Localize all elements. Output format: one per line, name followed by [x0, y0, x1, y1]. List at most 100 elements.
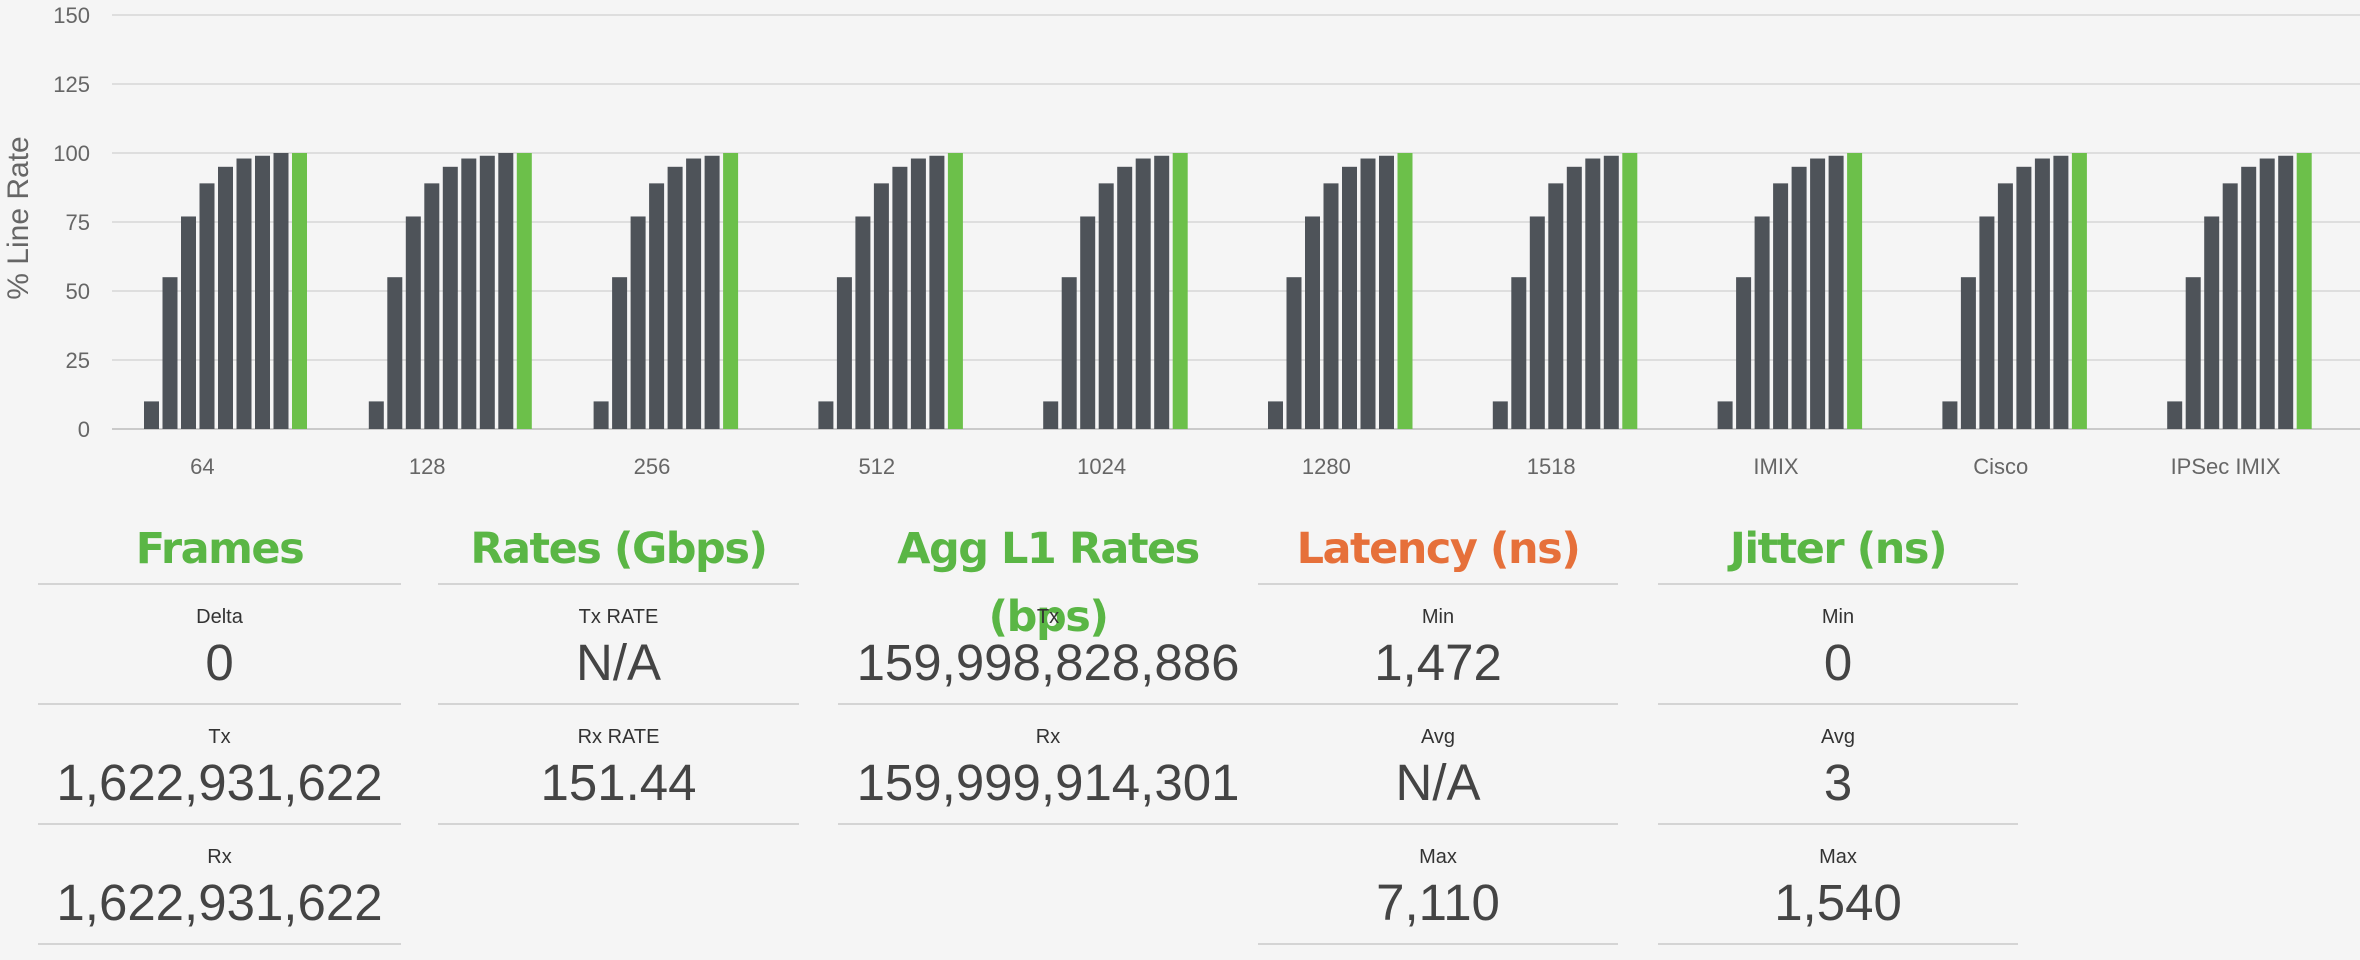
bar — [1585, 158, 1601, 429]
bar — [1098, 183, 1114, 429]
latency-max-label: Max — [1419, 846, 1457, 868]
rates-panel: Rates (Gbps) Tx RATE N/A Rx RATE 151.44 — [438, 515, 799, 825]
y-tick-label: 50 — [66, 279, 90, 304]
bar — [1305, 216, 1320, 429]
x-tick-label: 256 — [634, 454, 671, 479]
jitter-min-cell: Min 0 — [1658, 585, 2018, 705]
bar — [1773, 183, 1789, 429]
bar — [424, 183, 440, 429]
highlight-bar — [1622, 153, 1638, 429]
jitter-panel: Jitter (ns) Min 0 Avg 3 Max 1,540 — [1658, 515, 2018, 945]
highlight-bar — [292, 153, 307, 429]
jitter-avg-cell: Avg 3 — [1658, 705, 2018, 825]
bar — [686, 158, 702, 429]
agg-tx-label: Tx — [1036, 606, 1060, 628]
jitter-max-label: Max — [1819, 846, 1857, 868]
rates-rx-cell: Rx RATE 151.44 — [438, 705, 799, 825]
line-rate-bar-chart: 0 25 50 75 100 125 150 % Line Rate 64 128 256 512 10… — [2, 3, 2360, 479]
bar — [1791, 166, 1807, 430]
bar — [405, 216, 421, 429]
latency-max-value: 7,110 — [1376, 874, 1500, 931]
bar — [1379, 155, 1394, 429]
bar — [2167, 401, 2183, 429]
y-axis-label: % Line Rate — [2, 136, 35, 299]
y-tick-label: 75 — [66, 210, 90, 235]
bar — [929, 155, 945, 429]
bar — [273, 153, 289, 429]
bar — [2053, 155, 2069, 429]
bar — [1286, 277, 1302, 429]
x-tick-label: 128 — [409, 454, 446, 479]
bar — [479, 155, 495, 429]
latency-max-cell: Max 7,110 — [1258, 825, 1618, 945]
bar — [1268, 401, 1283, 429]
bar — [1828, 155, 1844, 429]
bar — [1061, 277, 1077, 429]
highlight-bar — [723, 153, 739, 429]
bar — [1960, 277, 1976, 429]
bar — [181, 216, 196, 429]
bar — [1754, 216, 1770, 429]
bar — [649, 183, 665, 429]
bar — [1997, 183, 2013, 429]
bar — [199, 183, 215, 429]
bar — [667, 166, 683, 430]
rates-tx-label: Tx RATE — [578, 606, 659, 628]
agg-rx-value: 159,999,914,301 — [856, 754, 1240, 811]
x-tick-label: IMIX — [1753, 454, 1799, 479]
bar — [593, 401, 609, 429]
y-tick-label: 100 — [53, 141, 90, 166]
bar — [1117, 166, 1133, 430]
jitter-title: Jitter (ns) — [1658, 515, 2018, 585]
bar — [910, 158, 926, 429]
y-tick-label: 150 — [53, 3, 90, 28]
bar — [2034, 158, 2050, 429]
bar — [2241, 166, 2257, 430]
rates-rx-label: Rx RATE — [577, 726, 660, 748]
bar — [1135, 158, 1151, 429]
bar — [855, 216, 871, 429]
highlight-bar — [2296, 153, 2312, 429]
bar — [2278, 155, 2294, 429]
rates-tx-cell: Tx RATE N/A — [438, 585, 799, 705]
bar — [1492, 401, 1508, 429]
bar — [1342, 166, 1357, 430]
jitter-min-value: 0 — [1823, 634, 1853, 691]
frames-rx-value: 1,622,931,622 — [56, 874, 383, 931]
bar — [218, 166, 233, 430]
bar — [1942, 401, 1958, 429]
highlight-bar — [2071, 153, 2087, 429]
rates-rx-value: 151.44 — [540, 754, 697, 811]
bar — [1810, 158, 1826, 429]
bar — [1548, 183, 1564, 429]
bar — [1043, 401, 1059, 429]
x-tick-label: IPSec IMIX — [2171, 454, 2281, 479]
y-tick-label: 25 — [66, 348, 90, 373]
rates-title: Rates (Gbps) — [438, 515, 799, 585]
bar — [2185, 277, 2201, 429]
highlight-bar — [516, 153, 532, 429]
frames-title: Frames — [38, 515, 401, 585]
bar — [2016, 166, 2032, 430]
bar — [461, 158, 477, 429]
jitter-avg-label: Avg — [1820, 726, 1856, 748]
bar — [442, 166, 458, 430]
bar — [704, 155, 720, 429]
bar — [1511, 277, 1527, 429]
bar — [1717, 401, 1733, 429]
x-tick-label: 1280 — [1302, 454, 1351, 479]
latency-min-cell: Min 1,472 — [1258, 585, 1618, 705]
highlight-bar — [947, 153, 963, 429]
bar — [387, 277, 403, 429]
bar — [1529, 216, 1545, 429]
bar — [836, 277, 852, 429]
bar — [1566, 166, 1582, 430]
bar — [1603, 155, 1619, 429]
jitter-avg-value: 3 — [1823, 754, 1853, 811]
bar — [255, 155, 270, 429]
latency-min-value: 1,472 — [1374, 634, 1502, 691]
bar — [1360, 158, 1376, 429]
agg-rx-label: Rx — [1035, 726, 1061, 748]
x-tick-label: 512 — [858, 454, 895, 479]
highlight-bar — [1847, 153, 1863, 429]
